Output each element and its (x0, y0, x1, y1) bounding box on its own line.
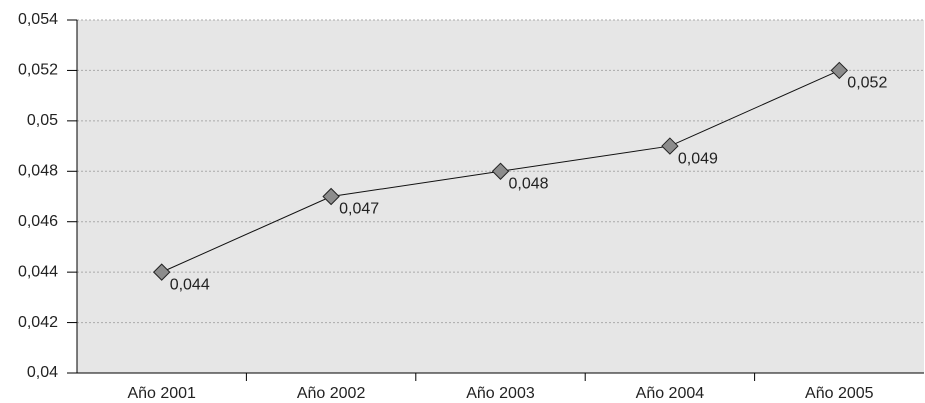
marker (661, 137, 679, 155)
y-tick-label: 0,04 (27, 364, 58, 381)
marker (491, 162, 510, 180)
x-tick-label: Año 2003 (466, 385, 535, 402)
y-tick-label: 0,054 (18, 11, 58, 28)
marker (152, 263, 171, 281)
y-tick-label: 0,05 (27, 112, 58, 129)
x-tick-label: Año 2002 (297, 385, 366, 402)
data-label: 0,047 (339, 201, 379, 218)
x-tick-label: Año 2001 (127, 385, 196, 402)
y-tick-label: 0,052 (18, 62, 58, 79)
y-tick-label: 0,044 (18, 263, 58, 280)
data-label: 0,049 (678, 150, 718, 167)
x-tick-label: Año 2005 (805, 385, 874, 402)
y-tick-label: 0,046 (18, 213, 58, 230)
data-label: 0,044 (170, 276, 210, 293)
y-tick-label: 0,048 (18, 163, 58, 180)
marker (322, 187, 340, 206)
marker (830, 61, 849, 80)
data-label: 0,048 (509, 176, 549, 193)
y-tick-label: 0,042 (18, 314, 58, 331)
x-tick-label: Año 2004 (636, 385, 705, 402)
data-label: 0,052 (847, 75, 887, 92)
plot-area (77, 20, 924, 373)
